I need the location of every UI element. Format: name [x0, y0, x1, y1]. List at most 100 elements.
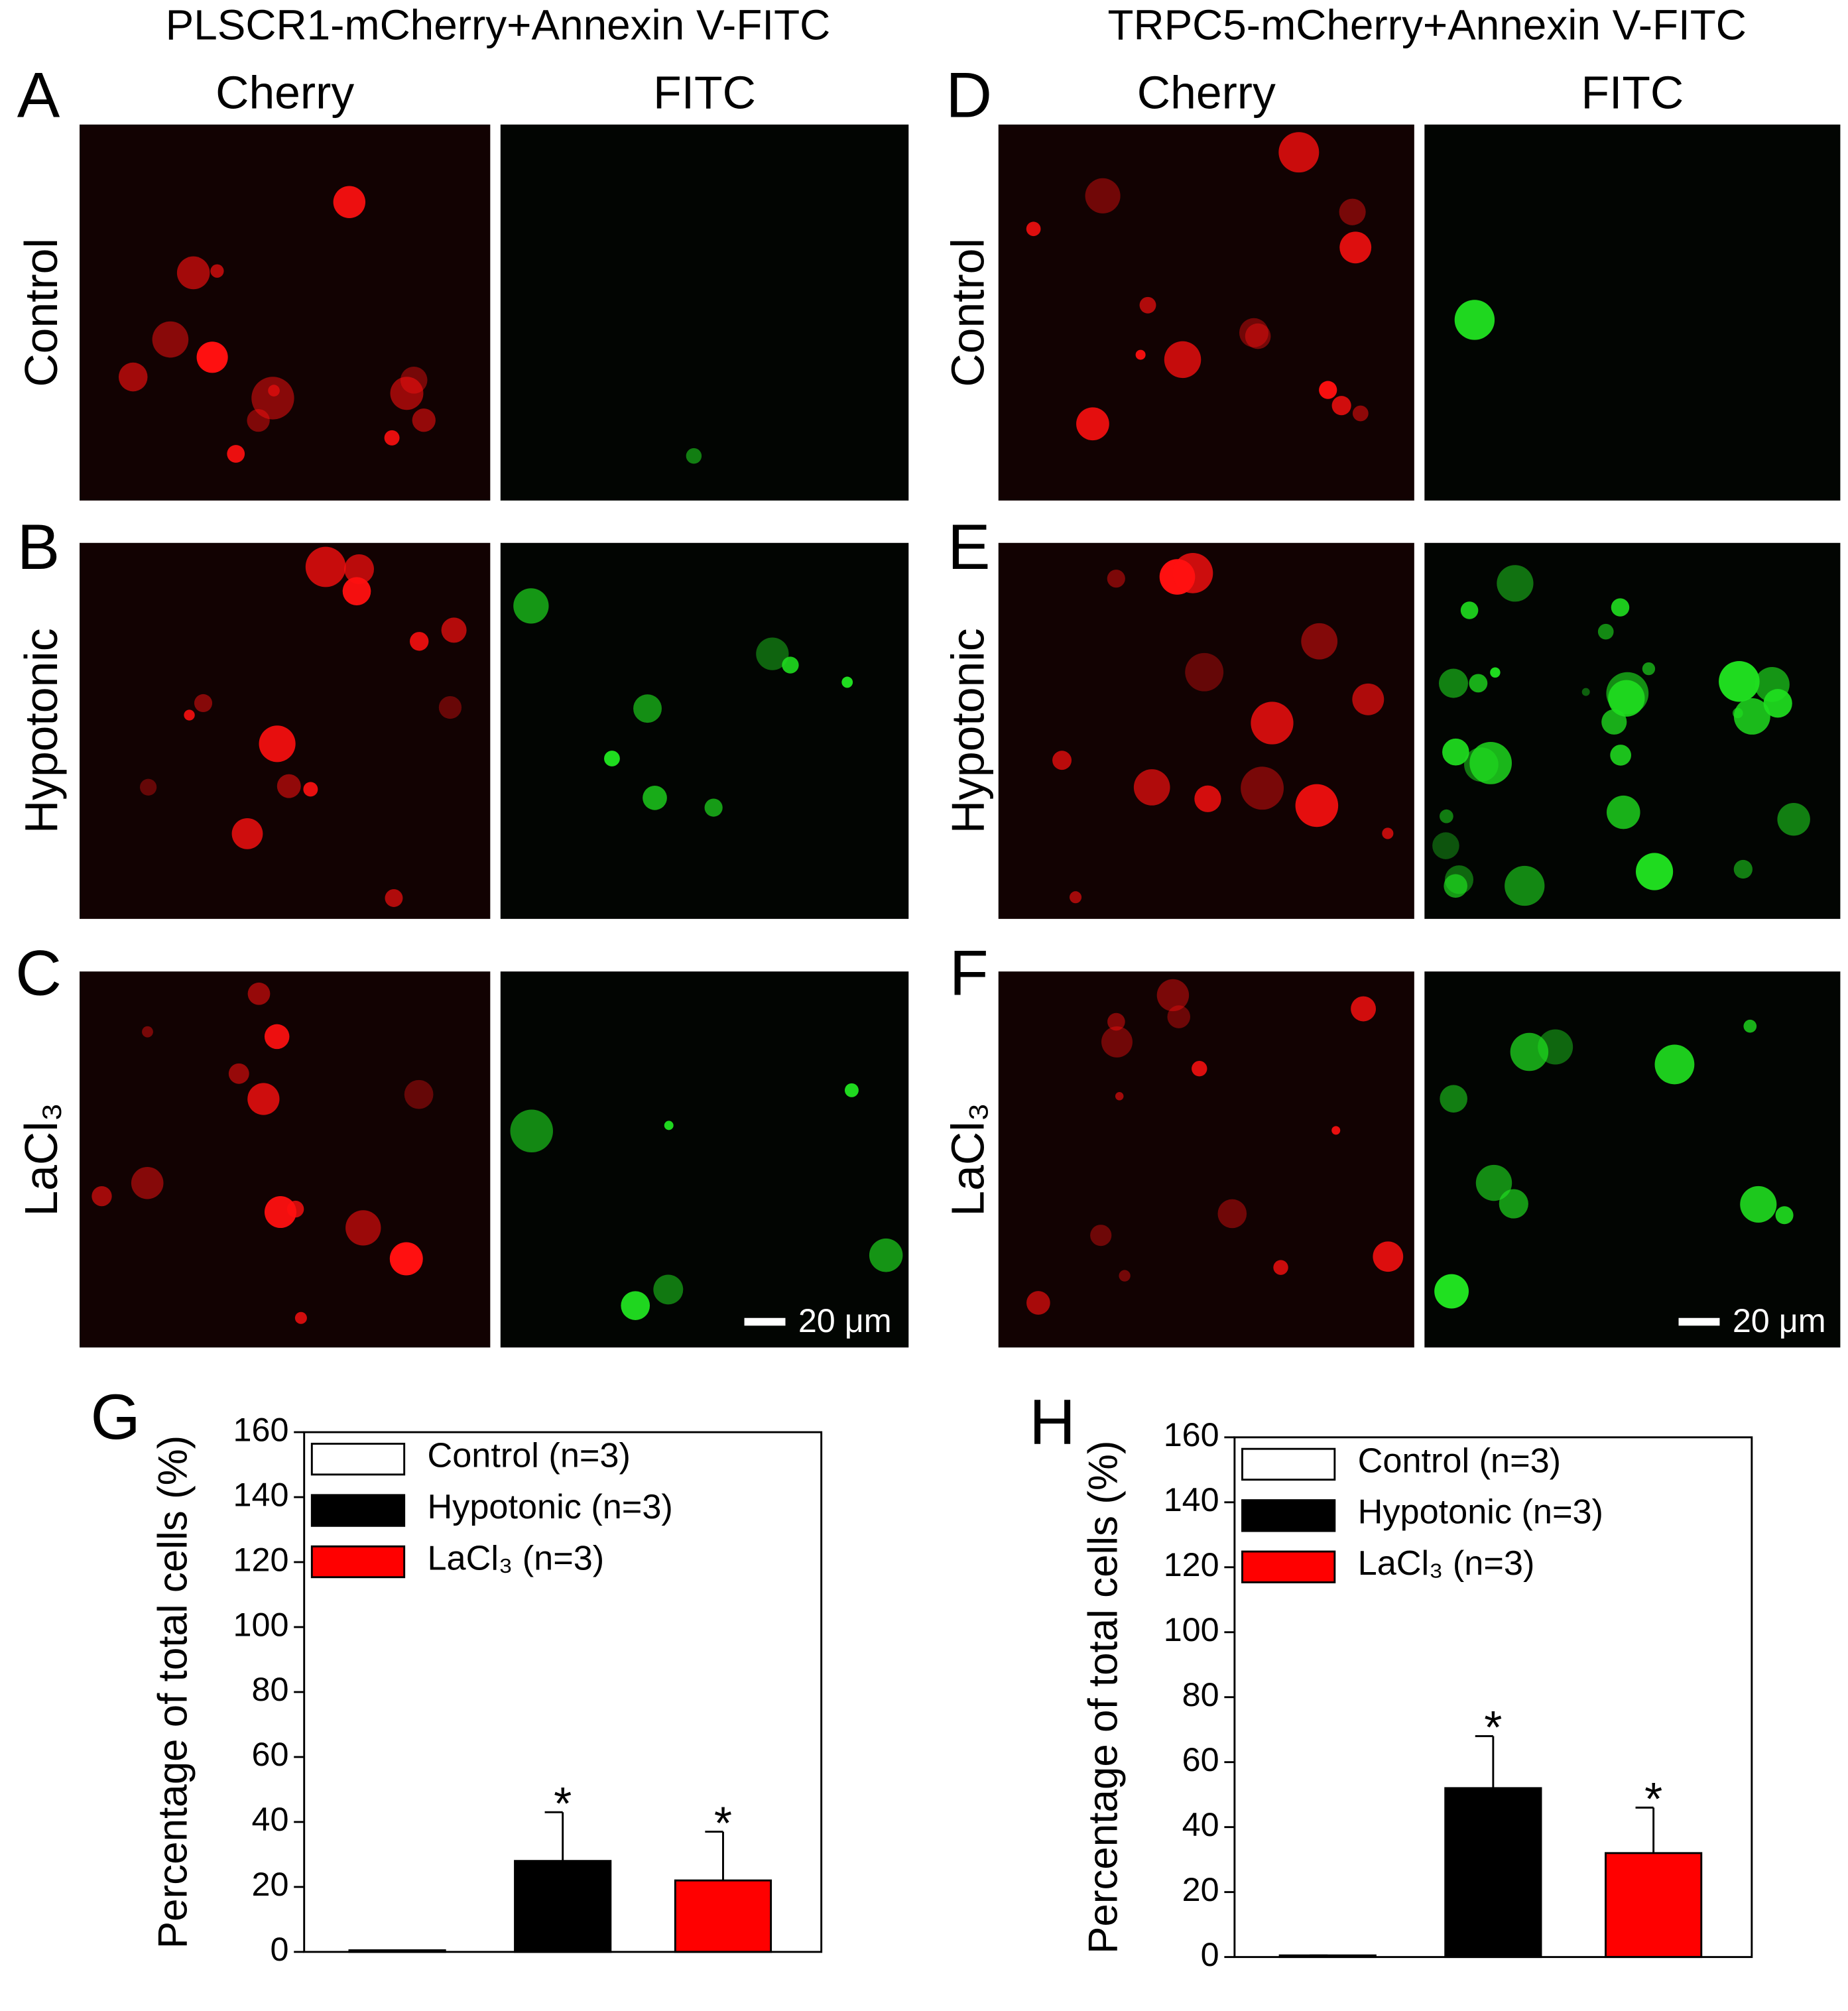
cell — [1440, 1085, 1467, 1113]
cell — [1438, 668, 1469, 698]
legend-swatch — [310, 1545, 406, 1579]
cell — [194, 694, 213, 713]
cell — [704, 798, 723, 817]
panel-letter: D — [946, 59, 992, 131]
panel-letter: G — [91, 1380, 141, 1453]
cell — [1510, 1032, 1549, 1071]
micrograph — [1424, 124, 1841, 501]
panel-letter: B — [17, 511, 60, 583]
cell — [412, 408, 436, 432]
cell — [390, 377, 424, 410]
cell — [1194, 785, 1221, 812]
micrograph — [1424, 542, 1841, 919]
legend-label: LaCl₃ (n=3) — [1358, 1544, 1535, 1583]
cell — [1642, 662, 1656, 676]
cell — [1733, 698, 1770, 735]
panel-letter: E — [948, 511, 991, 583]
cell — [510, 1109, 553, 1153]
cell — [664, 1121, 674, 1130]
cell — [1245, 323, 1271, 349]
y-tick-label: 0 — [1201, 1935, 1219, 1973]
cell — [1654, 1044, 1695, 1085]
cell — [1217, 1199, 1247, 1229]
cell — [1090, 1225, 1112, 1247]
cell — [184, 709, 195, 721]
cell — [1743, 1019, 1757, 1033]
cell — [1610, 745, 1631, 766]
cell — [1076, 407, 1109, 441]
row-label: LaCl₃ — [15, 1103, 67, 1217]
bar — [1605, 1852, 1703, 1959]
cell — [1434, 1274, 1469, 1309]
column-label: Cherry — [1137, 67, 1276, 119]
cell — [1460, 601, 1479, 619]
cell — [92, 1186, 112, 1207]
cell — [264, 1024, 290, 1050]
y-tick-label: 100 — [233, 1605, 289, 1643]
cell — [653, 1274, 684, 1305]
cell — [1763, 689, 1792, 718]
cell — [1278, 132, 1320, 173]
scale-bar-label: 20 μm — [798, 1302, 892, 1339]
cell — [1581, 688, 1590, 696]
cell — [1319, 381, 1337, 399]
cell — [1119, 1270, 1131, 1282]
cell — [621, 1291, 650, 1320]
cell — [1740, 1186, 1777, 1223]
cell — [1301, 623, 1338, 660]
significance-mark: * — [554, 1778, 572, 1829]
cell — [1052, 751, 1072, 770]
y-tick-label: 40 — [252, 1800, 289, 1838]
cell — [268, 385, 280, 396]
figure-title: TRPC5-mCherry+Annexin V-FITC — [1107, 1, 1746, 49]
y-tick-label: 60 — [252, 1735, 289, 1773]
cell — [176, 256, 210, 290]
cell — [385, 889, 403, 907]
cell — [210, 264, 224, 278]
row-label: Hypotonic — [15, 628, 67, 833]
cell — [1432, 832, 1459, 859]
cell — [142, 1026, 153, 1038]
y-tick-label: 120 — [1164, 1546, 1219, 1583]
cell — [247, 982, 271, 1005]
y-tick-label: 40 — [1182, 1805, 1219, 1843]
cell — [1185, 652, 1224, 692]
cell — [152, 321, 189, 358]
cell — [1101, 1026, 1133, 1058]
cell — [231, 818, 263, 849]
cell — [118, 362, 148, 392]
micrograph — [79, 124, 491, 501]
cell — [1732, 707, 1743, 719]
cell — [1339, 198, 1366, 225]
cell — [1107, 570, 1125, 588]
cell — [1164, 341, 1201, 379]
cell — [400, 366, 428, 394]
significance-mark: * — [1644, 1773, 1662, 1825]
cell — [1339, 231, 1372, 264]
cell — [1167, 1005, 1191, 1028]
cell — [1172, 552, 1213, 593]
y-tick-label: 0 — [270, 1930, 288, 1968]
cell — [643, 785, 667, 810]
cell — [686, 448, 702, 464]
cell — [1611, 598, 1630, 617]
cell — [409, 632, 429, 651]
cell — [1775, 1206, 1794, 1225]
cell — [1464, 747, 1499, 782]
plot-frame — [1233, 1436, 1753, 1959]
cell — [1107, 1012, 1125, 1031]
cell — [438, 696, 462, 719]
column-label: FITC — [653, 67, 756, 119]
cell — [1454, 300, 1495, 340]
cell — [1352, 683, 1385, 715]
row-label: Control — [15, 238, 67, 387]
cell — [404, 1079, 434, 1109]
bar — [674, 1879, 772, 1953]
cell — [1156, 979, 1190, 1012]
cell — [1241, 766, 1284, 810]
y-tick-label: 140 — [233, 1475, 289, 1513]
cell — [1070, 891, 1082, 904]
cell — [1607, 795, 1640, 829]
cell — [227, 445, 245, 463]
